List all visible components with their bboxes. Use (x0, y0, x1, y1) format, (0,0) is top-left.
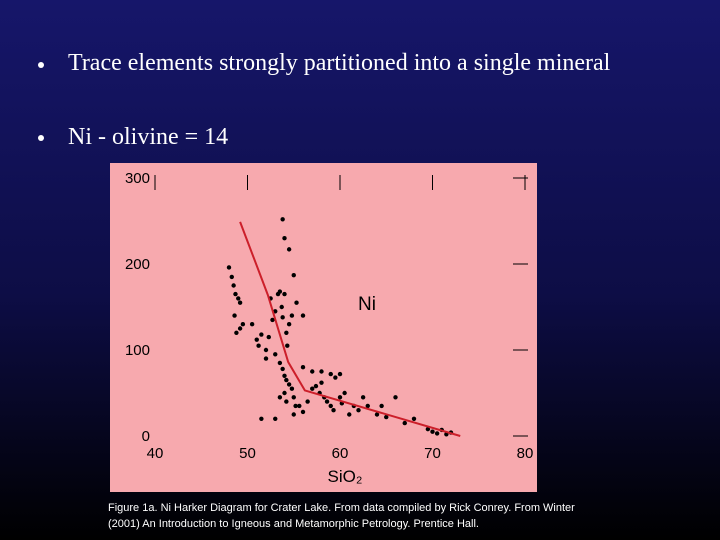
y-tick-label: 200 (125, 256, 150, 273)
data-point (282, 390, 287, 396)
plot-background (110, 163, 537, 492)
data-point (347, 412, 352, 417)
data-point (319, 380, 324, 385)
data-point (282, 291, 287, 297)
data-point (289, 313, 295, 318)
data-point (289, 386, 295, 391)
data-point (300, 365, 306, 370)
data-point (273, 416, 278, 421)
data-point (233, 291, 238, 297)
data-point (277, 395, 283, 400)
bullet-text: Ni - olivine = 14 (68, 124, 229, 150)
x-tick-label: 80 (517, 445, 534, 462)
data-point (284, 399, 289, 404)
x-tick-label: 40 (147, 445, 164, 462)
data-point (266, 334, 271, 340)
data-point (249, 322, 255, 327)
data-point (360, 395, 366, 400)
data-point (402, 420, 407, 426)
figure-caption: Figure 1a. Ni Harker Diagram for Crater … (108, 502, 575, 530)
data-point (277, 289, 283, 294)
data-point (300, 313, 306, 318)
data-point (384, 414, 389, 420)
bullet-text: Trace elements strongly partitioned into… (68, 50, 611, 76)
data-point (280, 366, 285, 372)
data-point (310, 386, 315, 391)
data-point (279, 304, 284, 310)
trend-line (239, 221, 461, 437)
y-tick-label: 100 (125, 342, 150, 359)
x-tick-label: 70 (424, 445, 441, 462)
bullet-dot (38, 135, 44, 141)
data-point (286, 382, 292, 387)
data-point (328, 371, 333, 377)
data-point (270, 317, 275, 323)
data-point (337, 371, 343, 377)
data-point (237, 300, 243, 305)
data-point (259, 332, 264, 337)
data-point (259, 416, 264, 421)
data-point (236, 296, 241, 301)
data-point (365, 403, 370, 409)
x-tick-label: 60 (332, 445, 349, 462)
x-axis-label: SiO₂ (328, 467, 363, 486)
data-point (284, 377, 289, 383)
data-point (237, 326, 243, 331)
data-point (305, 399, 310, 404)
bullet-dot (38, 62, 44, 68)
data-point (297, 403, 302, 409)
data-point (342, 390, 347, 396)
data-point (263, 347, 269, 353)
data-point (256, 343, 261, 348)
data-point (425, 426, 431, 432)
data-point (291, 272, 296, 278)
data-point (356, 408, 361, 413)
data-point (282, 373, 287, 378)
data-point (284, 330, 289, 335)
data-point (285, 343, 290, 348)
data-point (411, 416, 417, 421)
y-tick-label: 300 (125, 170, 150, 187)
data-point (280, 315, 285, 320)
data-point (294, 300, 299, 305)
data-point (310, 369, 315, 374)
data-point (282, 236, 287, 241)
data-point (280, 217, 285, 222)
x-tick-label: 50 (239, 445, 256, 462)
data-point (300, 409, 306, 415)
data-point (286, 322, 292, 327)
data-point (226, 265, 232, 270)
data-point (231, 283, 236, 288)
data-point (324, 399, 330, 404)
data-point (229, 274, 234, 280)
data-point (273, 352, 278, 357)
data-point (277, 360, 283, 366)
data-point (434, 431, 440, 436)
data-point (333, 375, 338, 380)
data-point (232, 313, 237, 318)
data-point (331, 408, 336, 413)
data-point (379, 403, 384, 409)
data-point (254, 337, 259, 342)
data-point (286, 247, 292, 252)
data-point (291, 412, 296, 417)
data-point (374, 412, 380, 417)
data-point (430, 429, 435, 434)
data-point (234, 330, 239, 335)
data-point (313, 383, 319, 389)
data-point (319, 369, 324, 374)
data-point (240, 322, 246, 327)
data-point (393, 395, 398, 400)
data-point (293, 403, 298, 409)
data-point (263, 356, 269, 361)
y-tick-label: 0 (142, 428, 150, 445)
data-point (337, 395, 343, 400)
annotation: Ni (358, 294, 376, 315)
data-point (328, 403, 333, 409)
data-point (291, 395, 296, 400)
